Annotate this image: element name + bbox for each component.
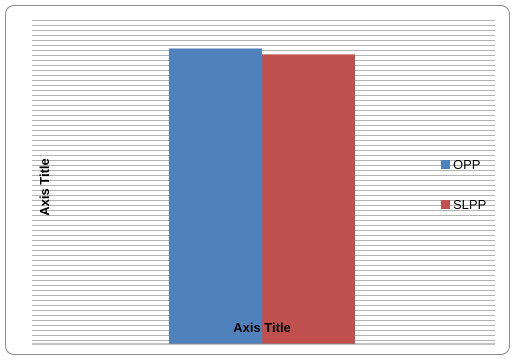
legend-swatch-slpp <box>441 200 450 209</box>
legend-label-opp: OPP <box>453 157 480 172</box>
x-axis-title: Axis Title <box>233 320 291 335</box>
bar-opp <box>169 48 262 345</box>
legend: OPP SLPP <box>441 157 486 212</box>
y-axis-title: Axis Title <box>37 158 52 216</box>
bar-slpp <box>262 54 355 344</box>
bars <box>169 48 355 345</box>
legend-label-slpp: SLPP <box>453 197 486 212</box>
legend-swatch-opp <box>441 160 450 169</box>
